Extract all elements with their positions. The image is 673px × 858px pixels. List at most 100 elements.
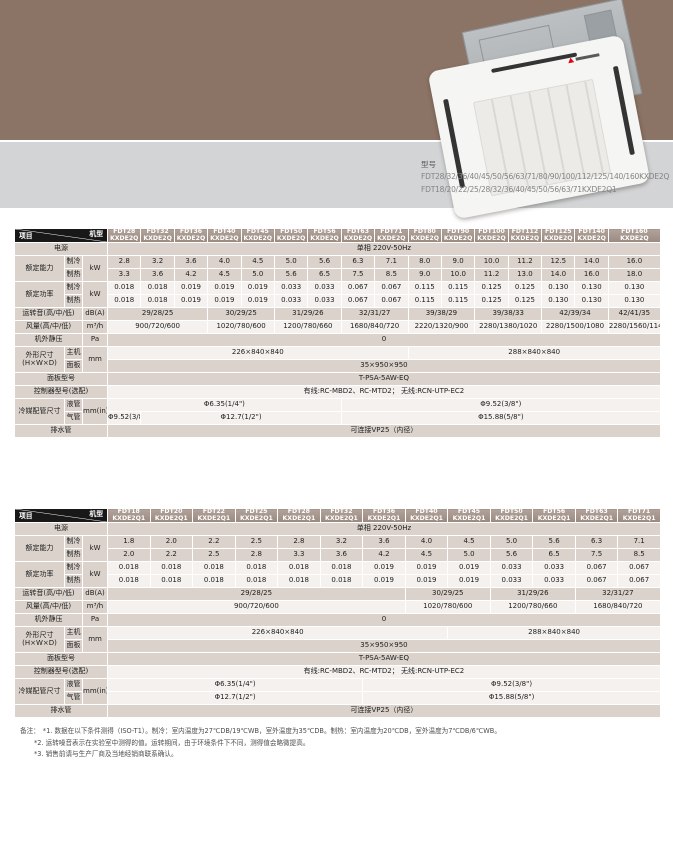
model-header-cell: FDT36 KXDE2Q xyxy=(173,228,209,243)
model-header-cell: FDT50 KXDE2Q xyxy=(273,228,309,243)
corner-model-label: 机型 xyxy=(89,510,104,518)
spec-value-cell: 液管 xyxy=(64,398,83,412)
spec-value-cell: 0.019 xyxy=(207,281,242,295)
spec-value-cell: 29/28/25 xyxy=(107,307,209,321)
model-header-cell: FDT56 KXDE2Q1 xyxy=(532,508,576,523)
spec-value-cell: Φ9.52(3/8") xyxy=(107,411,142,425)
spec-value-cell: 16.0 xyxy=(607,255,661,269)
spec-value-cell: 3.2 xyxy=(319,535,364,549)
spec-value-cell: Φ15.88(5/8") xyxy=(340,411,661,425)
spec-table-kxde2q: 机型 项目 FDT28 KXDE2Q FDT32 KXDE2Q FDT36 KXDE2Q FDT… xyxy=(13,228,661,438)
spec-value-cell: 5.0 xyxy=(489,535,534,549)
spec-value-cell: 0.067 xyxy=(374,281,409,295)
model-line-1: FDT28/32/36/40/45/50/56/63/71/80/90/100/… xyxy=(421,172,670,181)
spec-value-cell: 0.019 xyxy=(362,561,406,575)
spec-value-cell: mm xyxy=(81,346,109,373)
model-header-cell: FDT45 KXDE2Q1 xyxy=(447,508,491,523)
model-header-cell: FDT40 KXDE2Q xyxy=(207,228,242,243)
spec-value-cell: Φ9.52(3/8") xyxy=(340,398,661,412)
spec-value-cell: 6.3 xyxy=(340,255,376,269)
spec-value-cell: 0.018 xyxy=(140,294,175,308)
spec-value-cell: Φ12.7(1/2") xyxy=(107,691,364,705)
spec-value-cell: 制冷 xyxy=(64,535,83,549)
spec-value-cell: 4.5 xyxy=(447,535,491,549)
spec-value-cell: 2280/1560/1140 xyxy=(607,320,661,334)
spec-value-cell: kW xyxy=(81,281,109,308)
spec-value-cell: 5.6 xyxy=(489,548,534,562)
spec-value-cell: 5.6 xyxy=(307,255,342,269)
row-label: 机外静压 xyxy=(14,333,83,347)
spec-value-cell: Pa xyxy=(81,333,109,347)
spec-value-cell: dB(A) xyxy=(81,307,109,321)
spec-value-cell: 0.067 xyxy=(340,294,376,308)
corner-item-label: 项目 xyxy=(19,511,33,520)
spec-value-cell: Φ9.52(3/8") xyxy=(362,678,661,692)
row-label: 外形尺寸 (H×W×D) xyxy=(14,346,65,373)
spec-value-cell: 0.018 xyxy=(192,574,236,588)
spec-value-cell: 12.5 xyxy=(541,255,576,269)
spec-value-cell: 0.130 xyxy=(574,294,609,308)
model-header-cell: FDT50 KXDE2Q1 xyxy=(489,508,534,523)
spec-value-cell: 3.6 xyxy=(140,268,175,282)
spec-value-cell: 32/31/27 xyxy=(340,307,409,321)
spec-value-cell: 0.033 xyxy=(489,561,534,575)
model-header-cell: FDT71 KXDE2Q1 xyxy=(617,508,661,523)
spec-value-cell: 39/38/33 xyxy=(474,307,543,321)
spec-value-cell: 3.3 xyxy=(107,268,142,282)
spec-value-cell: 0.018 xyxy=(107,561,151,575)
spec-value-cell: 5.0 xyxy=(273,255,309,269)
model-header-cell: FDT71 KXDE2Q xyxy=(374,228,409,243)
corner-model-label: 机型 xyxy=(89,230,104,238)
spec-value-cell: 1020/780/600 xyxy=(207,320,275,334)
spec-value-cell: mm xyxy=(81,626,109,653)
spec-value-cell: 7.5 xyxy=(574,548,619,562)
spec-value-cell: 226×840×840 xyxy=(107,346,409,360)
row-label: 面板型号 xyxy=(13,372,109,386)
note-3: *3. 销售前请与生产厂商及当地经销商联系确认。 xyxy=(34,750,178,758)
model-header-cell: FDT63 KXDE2Q1 xyxy=(574,508,619,523)
spec-value-cell: 0.018 xyxy=(277,561,321,575)
model-header-cell: FDT160 KXDE2Q xyxy=(607,228,661,243)
spec-value-cell: 0.018 xyxy=(140,281,175,295)
spec-value-cell: 288×840×840 xyxy=(447,626,661,640)
spec-value-cell: 1200/780/660 xyxy=(273,320,342,334)
spec-value-cell: 0.019 xyxy=(404,574,449,588)
model-line-2: FDT18/20/22/25/28/32/36/40/45/50/56/63/7… xyxy=(421,184,617,194)
model-header-cell: FDT80 KXDE2Q xyxy=(407,228,442,243)
spec-value-cell: 226×840×840 xyxy=(107,626,449,640)
spec-value-cell: 0.019 xyxy=(173,281,209,295)
spec-value-cell: 0.018 xyxy=(192,561,236,575)
logo-mark xyxy=(567,57,575,64)
spec-value-cell: 0.125 xyxy=(474,281,509,295)
spec-value-cell: 8.5 xyxy=(374,268,409,282)
model-header-cell: FDT36 KXDE2Q1 xyxy=(362,508,406,523)
spec-value-cell: 3.6 xyxy=(173,255,209,269)
spec-value-cell: 4.0 xyxy=(207,255,242,269)
spec-value-cell: m³/h xyxy=(81,320,109,334)
spec-value-cell: 900/720/600 xyxy=(107,600,406,614)
spec-value-cell: 10.0 xyxy=(440,268,476,282)
spec-value-cell: 主机 xyxy=(64,626,83,640)
spec-value-cell: 制热 xyxy=(64,268,83,282)
spec-value-cell: 制冷 xyxy=(64,561,83,575)
spec-value-cell: 6.5 xyxy=(307,268,342,282)
spec-value-cell: 0.067 xyxy=(374,294,409,308)
row-label: 机外静压 xyxy=(14,613,83,627)
spec-value-cell: 6.5 xyxy=(532,548,576,562)
spec-value-cell: 0.018 xyxy=(149,574,194,588)
spec-value-cell: 0.018 xyxy=(149,561,194,575)
row-label: 电源 xyxy=(13,522,109,536)
spec-value-cell: 5.0 xyxy=(240,268,275,282)
spec-value-cell: 2280/1380/1020 xyxy=(474,320,543,334)
spec-value-cell: 0.019 xyxy=(447,561,491,575)
model-header-cell: FDT100 KXDE2Q xyxy=(474,228,509,243)
model-header-cell: FDT45 KXDE2Q xyxy=(240,228,275,243)
row-label: 控制器型号(选配) xyxy=(13,665,109,679)
row-label: 额定能力 xyxy=(14,255,65,282)
notes-prefix: 备注： xyxy=(20,727,40,735)
spec-value-cell: 0.130 xyxy=(541,281,576,295)
spec-value-cell: Pa xyxy=(81,613,109,627)
spec-value-cell: 3.3 xyxy=(277,548,321,562)
spec-value-cell: 0.115 xyxy=(440,281,476,295)
spec-value-cell: 4.2 xyxy=(173,268,209,282)
